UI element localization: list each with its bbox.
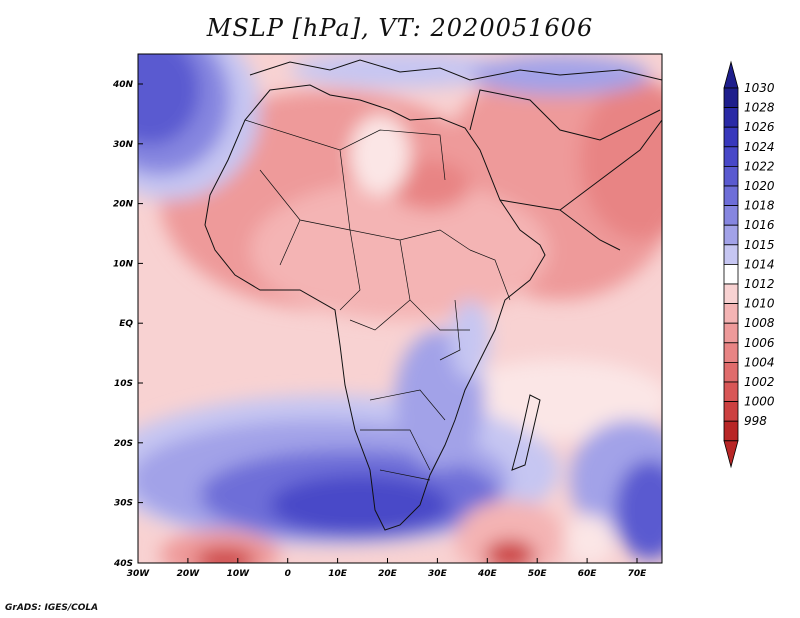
colorbar-label: 1012: [744, 277, 775, 291]
colorbar-swatch: [723, 224, 739, 246]
colorbar-swatch: [723, 146, 739, 167]
colorbar-swatch: [723, 244, 739, 265]
lon-label: 10E: [328, 569, 348, 579]
colorbar-label: 1002: [744, 375, 775, 389]
map-frame: [137, 53, 663, 564]
lat-label: EQ: [119, 319, 133, 329]
colorbar-swatch: [723, 303, 739, 324]
colorbar-swatch: [723, 342, 739, 363]
lat-label: 30N: [113, 140, 134, 150]
pressure-field: [138, 54, 662, 563]
lat-label: 20S: [114, 439, 133, 449]
grads-credit: GrADS: IGES/COLA: [5, 603, 99, 613]
colorbar-swatch: [723, 263, 739, 285]
colorbar-swatch: [723, 205, 739, 226]
colorbar-label: 1026: [744, 120, 775, 134]
colorbar-label: 1015: [744, 238, 775, 252]
colorbar-label: 998: [744, 414, 767, 428]
latitude-axis: 40N 30N 20N 10N EQ 10S 20S 30S 40S: [112, 80, 143, 569]
lat-label: 40N: [112, 80, 134, 90]
colorbar-bottom-arrow: [723, 440, 739, 469]
lon-label: 30W: [127, 569, 151, 579]
lon-label: 20E: [378, 569, 398, 579]
colorbar-swatch: [723, 165, 739, 187]
lat-label: 10N: [113, 259, 134, 269]
colorbar-label: 1020: [744, 179, 775, 193]
lon-label: 50E: [528, 569, 548, 579]
colorbar-label: 1030: [744, 81, 775, 95]
colorbar-swatch: [723, 126, 739, 148]
colorbar-label: 1006: [744, 336, 775, 350]
madagascar-coast: [511, 394, 541, 471]
lon-label: 70E: [628, 569, 648, 579]
country-borders: [244, 119, 511, 481]
lat-label: 10S: [114, 379, 133, 389]
colorbar-swatch: [723, 420, 739, 442]
colorbar-swatch: [723, 87, 739, 109]
colorbar-swatch: [723, 401, 739, 422]
colorbar-label: 1022: [744, 159, 775, 173]
colorbar-swatch: [723, 361, 739, 383]
longitude-axis: 30W 20W 10W 0 10E 20E 30E 40E 50E 60E 70E: [127, 558, 647, 579]
colorbar-swatch: [723, 322, 739, 344]
colorbar-label: 1000: [744, 395, 775, 409]
colorbar-label: 1024: [744, 140, 775, 154]
colorbar-label: 1010: [744, 297, 775, 311]
lat-label: 40S: [113, 559, 133, 569]
lon-label: 0: [285, 569, 291, 579]
lon-label: 60E: [578, 569, 598, 579]
colorbar-label: 1004: [744, 355, 775, 369]
lon-label: 30E: [428, 569, 448, 579]
colorbar-swatch: [723, 381, 739, 403]
lon-label: 40E: [477, 569, 498, 579]
colorbar-label: 1028: [744, 101, 775, 115]
colorbar-swatch: [723, 185, 739, 207]
colorbar-swatch: [723, 283, 739, 305]
colorbar-label: 1016: [744, 218, 775, 232]
lat-label: 30S: [114, 499, 133, 509]
lat-label: 20N: [113, 200, 134, 210]
coastlines: [204, 59, 662, 531]
colorbar: 1030 1028 1026 1024 1022 1020 1018 1016 1015 1014…: [723, 60, 775, 469]
lon-label: 20W: [177, 569, 201, 579]
colorbar-label: 1014: [744, 257, 775, 271]
colorbar-label: 1008: [744, 316, 775, 330]
lon-label: 10W: [227, 569, 251, 579]
map-title: MSLP [hPa], VT: 2020051606: [206, 14, 594, 42]
colorbar-swatch: [723, 107, 739, 128]
colorbar-label: 1018: [744, 199, 775, 213]
colorbar-top-arrow: [723, 60, 739, 89]
